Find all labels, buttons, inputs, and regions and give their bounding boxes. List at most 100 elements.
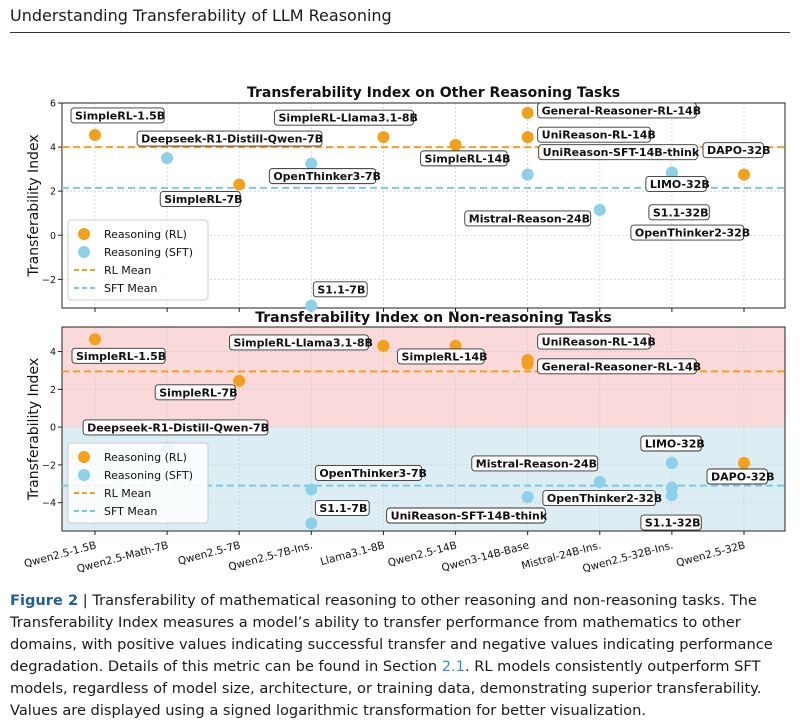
panel-1: Transferability Index on Other Reasoning…	[26, 85, 786, 312]
rl-point	[521, 357, 534, 370]
plot-frame	[61, 326, 786, 532]
point-label: LIMO-32B	[650, 178, 710, 191]
point-label-box	[154, 384, 236, 401]
y-tick-label: 0	[50, 231, 56, 242]
sft-point	[665, 457, 678, 469]
caption-label: Figure 2	[10, 592, 79, 609]
point-label: DAPO-32B	[707, 144, 771, 157]
rl-point	[377, 339, 390, 352]
point-label: SimpleRL-Llama3.1-8B	[233, 336, 372, 349]
x-tick-label: Llama3.1-8B	[319, 539, 386, 568]
y-tick-label: −2	[42, 460, 56, 471]
y-tick-label: −4	[42, 498, 56, 509]
point-label-box	[702, 142, 764, 159]
point-label: General-Reasoner-RL-14B	[542, 104, 701, 117]
y-tick-label: 2	[50, 187, 56, 198]
legend-sft-mean-label: SFT Mean	[104, 505, 157, 518]
panel-2: Transferability Index on Non-reasoning T…	[23, 310, 786, 575]
caption-text-after: . RL models consistently outperform SFT …	[10, 658, 762, 719]
legend-rl-label: Reasoning (RL)	[104, 228, 187, 241]
chart-title: Transferability Index on Non-reasoning T…	[255, 310, 611, 326]
sft-point	[593, 203, 606, 216]
point-label-box	[630, 224, 745, 241]
point-label: OpenThinker2-32B	[635, 227, 750, 240]
rl-point	[233, 178, 246, 191]
y-tick-label: 0	[50, 423, 56, 434]
point-label-box	[228, 334, 369, 351]
point-label-box	[273, 109, 414, 126]
point-label: SimpleRL-7B	[164, 193, 242, 206]
point-label-box	[82, 419, 269, 436]
point-label-box	[537, 126, 651, 143]
sft-point	[665, 489, 678, 502]
point-label: SimpleRL-1.5B	[76, 350, 166, 363]
rl-point	[521, 106, 534, 119]
point-label-box	[471, 455, 599, 472]
point-label: UniReason-RL-14B	[542, 336, 656, 349]
point-label-box	[640, 514, 702, 531]
legend-sft-label: Reasoning (SFT)	[104, 469, 193, 482]
sft-point	[305, 483, 318, 496]
point-label: SimpleRL-14B	[402, 350, 488, 363]
point-label-box	[159, 191, 241, 208]
point-label: OpenThinker3-7B	[273, 170, 381, 183]
legend-rl-mean-label: RL Mean	[104, 264, 151, 277]
point-label: SimpleRL-14B	[425, 152, 511, 165]
point-label-box	[71, 347, 166, 364]
point-label-box	[314, 464, 423, 481]
point-label-box	[648, 204, 710, 221]
sft-point	[305, 157, 318, 170]
point-label: Mistral-Reason-24B	[476, 457, 597, 470]
point-label-box	[542, 490, 657, 507]
legend-sft-mean-label: SFT Mean	[104, 282, 157, 295]
point-label: UniReason-RL-14B	[542, 129, 656, 142]
legend-rl-marker	[78, 451, 90, 463]
legend-sft-label: Reasoning (SFT)	[104, 246, 193, 259]
point-label: Deepseek-R1-Distill-Qwen-7B	[87, 421, 269, 434]
y-tick-label: 6	[50, 99, 56, 110]
point-label-box	[706, 468, 768, 485]
point-label: S1.1-7B	[317, 283, 365, 296]
point-label-box	[464, 210, 592, 227]
point-label: SimpleRL-1.5B	[75, 109, 165, 122]
point-label-box	[640, 435, 702, 452]
rl-point	[521, 131, 534, 144]
point-label-box	[136, 130, 323, 147]
plot-frame	[61, 102, 786, 309]
legend-rl-mean-label: RL Mean	[104, 487, 151, 500]
point-label: Mistral-Reason-24B	[469, 212, 590, 225]
sft-point	[521, 168, 534, 181]
sft-point	[305, 299, 318, 312]
legend-box	[67, 219, 209, 301]
point-label-box	[420, 150, 508, 167]
point-label-box	[538, 144, 698, 161]
caption-section-ref-link[interactable]: 2.1	[441, 658, 465, 675]
sft-point	[161, 152, 174, 165]
x-tick-label: Qwen2.5-32B	[675, 539, 747, 569]
point-label: OpenThinker2-32B	[547, 492, 662, 505]
sft-point	[521, 491, 534, 503]
rl-point	[89, 333, 101, 346]
legend-sft-marker	[78, 469, 90, 481]
legend-box	[67, 442, 209, 524]
point-label-box	[537, 358, 697, 375]
point-label-box	[645, 175, 707, 192]
y-tick-label: −2	[42, 275, 56, 286]
sft-point	[593, 475, 606, 488]
point-label-box	[386, 507, 546, 524]
point-label: OpenThinker3-7B	[319, 467, 427, 480]
rl-point	[449, 138, 462, 151]
figure-caption: Figure 2 | Transferability of mathematic…	[10, 590, 790, 722]
point-label: DAPO-32B	[711, 471, 775, 484]
legend-sft-marker	[78, 246, 90, 258]
caption-text-before: Transferability of mathematical reasonin…	[10, 592, 773, 675]
page-header-title: Understanding Transferability of LLM Rea…	[10, 6, 392, 25]
y-tick-label: 4	[50, 143, 56, 154]
y-tick-label: 4	[50, 347, 56, 358]
figure-2-charts: Transferability Index on Other Reasoning…	[23, 85, 786, 575]
point-label-box	[312, 281, 368, 298]
chart-title: Transferability Index on Other Reasoning…	[247, 85, 620, 101]
rl-point	[738, 457, 750, 469]
caption-separator: |	[78, 592, 93, 609]
sft-point	[305, 517, 318, 530]
